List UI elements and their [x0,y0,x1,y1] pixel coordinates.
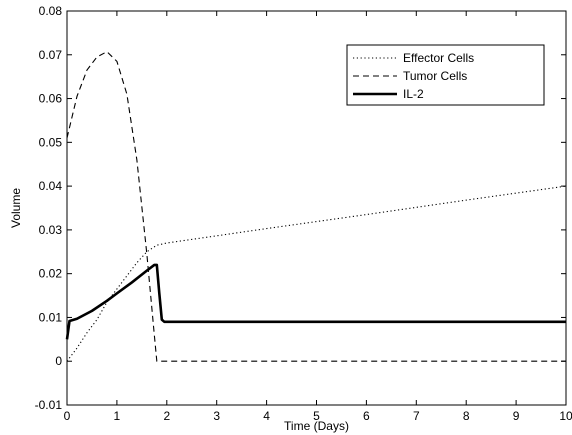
y-tick-label: -0.01 [35,398,63,412]
x-tick-label: 7 [413,409,420,423]
y-tick-label: 0 [55,354,62,368]
y-tick-label: 0.01 [39,310,63,324]
y-tick-label: 0.04 [39,179,63,193]
y-tick-label: 0.02 [39,267,63,281]
x-tick-label: 6 [363,409,370,423]
y-tick-label: 0.07 [39,48,63,62]
x-tick-label: 4 [263,409,270,423]
x-tick-label: 9 [513,409,520,423]
y-tick-label: 0.08 [39,4,63,18]
y-tick-label: 0.03 [39,223,63,237]
x-tick-label: 10 [559,409,572,423]
x-tick-label: 8 [463,409,470,423]
x-axis-label: Time (Days) [284,419,349,433]
legend: Effector Cells Tumor Cells IL-2 [346,44,545,106]
x-tick-label: 2 [163,409,170,423]
x-tick-label: 3 [213,409,220,423]
y-tick-label: 0.05 [39,135,63,149]
y-axis-label: Volume [9,188,23,228]
legend-label-1: Tumor Cells [403,69,467,83]
series-line-2 [65,263,566,340]
series-line-1 [66,51,566,362]
x-tick-label: 0 [64,409,71,423]
y-axis-ticks: -0.01 0 0.01 0.02 0.03 0.04 0.05 0.06 0.07 0.08 [35,4,566,412]
legend-items: Effector Cells Tumor Cells IL-2 [353,51,474,101]
x-axis-ticks: 0 1 2 3 4 5 6 7 8 9 10 [64,11,572,423]
x-tick-label: 1 [114,409,121,423]
y-tick-label: 0.06 [39,92,63,106]
x-tick-label: 5 [313,409,320,423]
plot-series [65,51,567,362]
legend-label-0: Effector Cells [403,51,474,65]
legend-label-2: IL-2 [403,87,424,101]
